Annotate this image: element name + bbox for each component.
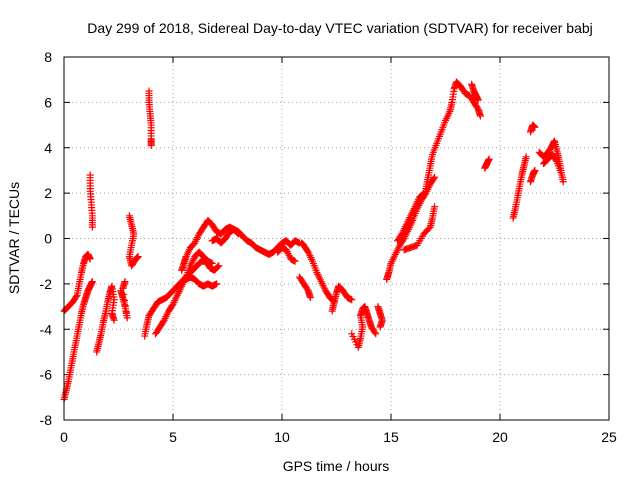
grid-lines [64,57,609,420]
series-arc-17 [348,303,380,351]
data-point [121,296,129,304]
data-point [476,112,484,120]
data-point [419,190,427,198]
y-tick-label: 6 [44,94,52,110]
data-point [376,323,384,331]
y-axis-label: SDTVAR / TECUs [6,182,22,294]
x-tick-label: 5 [169,429,177,445]
data-point [86,255,94,263]
data-point [431,203,439,211]
data-point [306,293,314,301]
x-tick-label: 0 [60,429,68,445]
plot-frame [63,56,610,421]
axis-ticks: 0 5 10 15 20 25 -8 -6 -4 -2 0 2 4 6 8 [40,49,617,445]
series-arc-2 [60,250,94,315]
data-point [121,278,129,286]
series-arc-24 [481,155,493,172]
chart-title: Day 299 of 2018, Sidereal Day-to-day VTE… [87,20,593,36]
data-point [120,290,128,298]
data-point [559,178,567,186]
data-point [474,96,482,104]
y-tick-label: -8 [40,412,53,428]
data-point [208,259,216,267]
series-arc-5 [117,278,131,322]
data-point [420,189,428,197]
x-tick-label: 15 [383,429,399,445]
y-tick-label: 4 [44,140,52,156]
series-arc-1 [60,278,96,404]
data-point [88,278,96,286]
data-point [531,166,539,174]
data-point [348,296,356,304]
data-point [531,123,539,131]
data-point [372,330,380,338]
y-tick-label: 0 [44,231,52,247]
y-tick-label: -4 [40,321,53,337]
series-arc-27 [527,121,539,136]
data-point [557,169,565,177]
series-arc-29 [540,151,565,177]
series-arc-3 [86,171,96,231]
data-point [215,262,223,270]
y-tick-label: 8 [44,49,52,65]
series-arc-13 [274,244,299,265]
data-point [431,173,439,181]
series-arc-20 [394,189,428,245]
x-tick-label: 25 [601,429,617,445]
data-point [234,229,242,237]
data-point [72,293,80,301]
series-arc-4 [93,282,118,356]
data-point [213,280,221,288]
series-arc-28 [535,137,567,186]
series-arc-7 [145,87,155,149]
series-arc-12 [208,225,242,247]
data-point [88,223,96,231]
series-arc-14 [295,273,314,301]
data-point [522,153,530,161]
data-point [371,328,379,336]
data-point [123,314,131,322]
data-point [552,156,560,164]
data-point [121,302,129,310]
series-arc-6 [125,212,142,270]
y-tick-label: 2 [44,185,52,201]
x-tick-label: 10 [274,429,290,445]
y-tick-label: -6 [40,367,53,383]
data-point [122,308,130,316]
data-point [147,141,155,149]
series-arc-25 [509,153,530,222]
y-tick-label: -2 [40,276,53,292]
data-point [134,253,142,261]
series-arc-26 [527,166,539,186]
data-point [291,257,299,265]
series-arc-16 [328,282,356,315]
series-arc-10 [182,273,221,290]
series-arc-15 [298,239,338,306]
series-arc-18 [374,303,386,331]
series-arc-21 [400,203,439,254]
series-arc-23 [468,80,482,104]
series-arc-9 [152,248,216,338]
x-axis-label: GPS time / hours [283,458,390,474]
series-arc-22 [422,78,484,193]
data-point [234,230,242,238]
data-marks [60,78,567,404]
data-point [110,316,118,324]
data-point [214,263,222,271]
data-point [430,175,438,183]
x-tick-label: 20 [492,429,508,445]
data-point [485,155,493,163]
